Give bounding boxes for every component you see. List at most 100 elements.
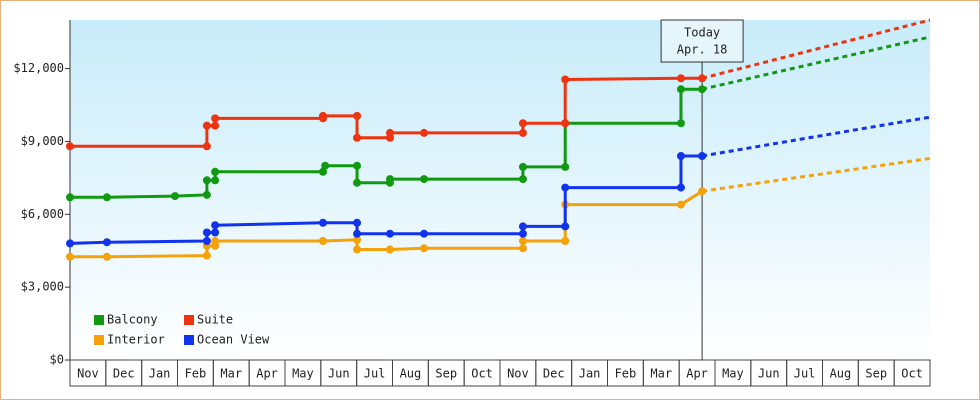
today-label: Today	[684, 26, 720, 40]
point	[385, 245, 394, 254]
x-tick-label: Jul	[794, 367, 816, 381]
point	[676, 85, 685, 94]
plot-area	[70, 20, 930, 360]
point	[102, 238, 111, 247]
legend-swatch	[94, 315, 104, 325]
point	[518, 237, 527, 245]
point	[518, 175, 527, 184]
x-tick-label: Oct	[471, 367, 493, 381]
point	[102, 252, 111, 261]
x-cell	[893, 359, 931, 387]
point	[676, 152, 685, 160]
point	[66, 193, 74, 202]
point	[353, 111, 362, 120]
legend-swatch	[94, 335, 104, 345]
today-box	[660, 19, 744, 63]
point	[561, 222, 570, 231]
point	[561, 75, 570, 84]
forecast-line	[701, 115, 931, 158]
point	[698, 152, 707, 160]
x-tick-label: Jan	[149, 367, 171, 381]
point	[518, 244, 527, 253]
point	[676, 200, 685, 209]
x-tick-label: Aug	[400, 367, 422, 381]
x-tick-label: Dec	[543, 367, 565, 381]
point	[318, 218, 327, 227]
legend-label: Balcony	[107, 313, 158, 327]
point	[202, 176, 211, 185]
x-tick-label: May	[722, 367, 744, 381]
point	[561, 237, 570, 245]
point	[698, 85, 707, 94]
point	[318, 111, 327, 120]
point	[211, 228, 220, 237]
point	[698, 187, 707, 196]
point	[561, 119, 570, 128]
point	[676, 74, 685, 83]
point	[385, 128, 394, 137]
x-tick-label: May	[292, 367, 314, 381]
point	[66, 239, 74, 248]
x-tick-label: Oct	[901, 367, 923, 381]
x-tick-label: Feb	[615, 367, 637, 381]
point	[66, 252, 74, 261]
x-tick-label: Jul	[364, 367, 386, 381]
x-tick-label: Jun	[758, 367, 780, 381]
point	[202, 190, 211, 199]
point	[518, 119, 527, 128]
point	[318, 237, 327, 245]
x-tick-label: Sep	[865, 367, 887, 381]
x-tick-label: Jan	[579, 367, 601, 381]
y-tick-label: $12,000	[13, 61, 64, 75]
x-tick-label: Aug	[830, 367, 852, 381]
point	[420, 175, 429, 184]
x-tick-label: Feb	[185, 367, 207, 381]
legend-label: Suite	[197, 313, 233, 327]
point	[211, 221, 220, 230]
point	[170, 192, 179, 201]
x-tick-label: Nov	[77, 367, 99, 381]
point	[420, 128, 429, 137]
point	[676, 119, 685, 128]
x-tick-label: Sep	[435, 367, 457, 381]
point	[353, 235, 362, 244]
point	[385, 175, 394, 184]
point	[202, 228, 211, 237]
x-tick-label: Dec	[113, 367, 135, 381]
point	[353, 218, 362, 227]
point	[202, 142, 211, 151]
legend-swatch	[184, 315, 194, 325]
y-tick-label: $3,000	[21, 280, 64, 294]
x-tick-label: Apr	[256, 367, 278, 381]
legend-label: Ocean View	[197, 333, 270, 347]
point	[420, 244, 429, 253]
point	[561, 162, 570, 171]
point	[202, 121, 211, 130]
point	[102, 193, 111, 202]
today-date: Apr. 18	[677, 43, 728, 57]
x-tick-label: Mar	[650, 367, 672, 381]
y-tick-label: $6,000	[21, 207, 64, 221]
point	[353, 178, 362, 187]
point	[420, 229, 429, 238]
y-tick-label: $9,000	[21, 134, 64, 148]
point	[211, 167, 220, 176]
point	[211, 176, 220, 185]
point	[321, 161, 330, 170]
forecast-line	[701, 35, 931, 91]
point	[211, 114, 220, 123]
point	[353, 229, 362, 238]
x-tick-label: Apr	[686, 367, 708, 381]
point	[211, 237, 220, 245]
point	[353, 161, 362, 170]
point	[518, 229, 527, 238]
x-tick-label: Jun	[328, 367, 350, 381]
point	[66, 142, 74, 151]
forecast-line	[701, 156, 931, 193]
point	[676, 183, 685, 192]
point	[202, 237, 211, 245]
point	[698, 74, 707, 83]
point	[211, 121, 220, 130]
forecast-line	[701, 18, 931, 80]
